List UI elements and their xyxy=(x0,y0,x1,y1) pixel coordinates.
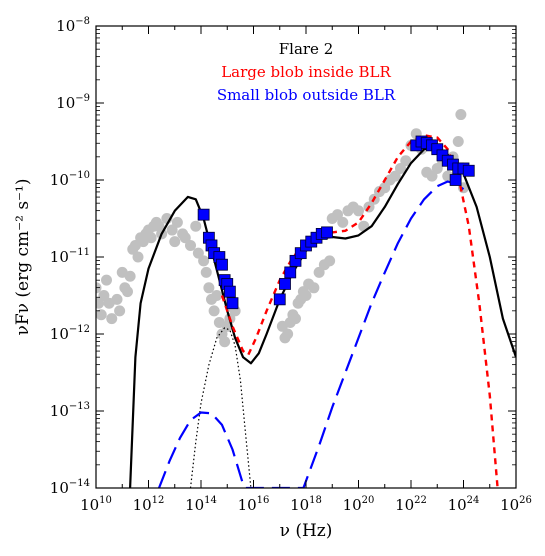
flare-data-point xyxy=(462,164,475,177)
archival-data-point xyxy=(300,290,312,301)
flare-data-point xyxy=(279,278,291,290)
legend: Flare 2 Large blob inside BLR Small blob o… xyxy=(217,40,396,104)
archival-data-point xyxy=(282,328,294,340)
archival-data-point xyxy=(324,255,336,267)
archival-data-point xyxy=(192,247,204,259)
archival-data-point xyxy=(308,282,320,294)
large-blob-curve xyxy=(220,134,499,488)
archival-data-point xyxy=(166,224,178,236)
x-axis-label: ν (Hz) xyxy=(280,521,333,541)
legend-entry: Large blob inside BLR xyxy=(221,63,391,81)
archival-data-point xyxy=(185,239,196,251)
archival-data-point xyxy=(395,162,406,174)
archival-data-point xyxy=(313,266,325,278)
series-layer xyxy=(96,109,516,488)
flare-data-point xyxy=(226,297,239,310)
x-tick-label: 1012 xyxy=(133,495,165,514)
archival-data-point xyxy=(431,162,443,174)
archival-data-point xyxy=(400,155,412,167)
y-tick-label: 10−10 xyxy=(50,170,90,189)
archival-data-point xyxy=(219,336,231,348)
y-tick-label: 10−12 xyxy=(50,324,90,343)
archival-data-point xyxy=(203,282,215,294)
flare-data-point xyxy=(273,293,286,306)
y-tick-label: 10−9 xyxy=(56,93,90,112)
archival-data-point xyxy=(111,293,123,305)
archival-data-point xyxy=(171,216,183,228)
archival-data-point xyxy=(145,232,157,244)
archival-data-point xyxy=(106,313,118,325)
flare-data-point xyxy=(223,285,236,298)
archival-data-point xyxy=(132,251,144,263)
archival-data-point xyxy=(190,220,202,232)
small-blob-curve xyxy=(157,180,465,488)
archival-data-point xyxy=(379,182,391,194)
x-tick-label: 1024 xyxy=(448,495,480,514)
archival-data-point xyxy=(426,170,438,182)
y-axis-label: νFν (erg cm⁻² s⁻¹) xyxy=(13,179,33,336)
y-tick-label: 10−14 xyxy=(50,478,90,497)
archival-data-point xyxy=(122,286,133,298)
archival-data-point xyxy=(290,313,301,325)
x-tick-label: 1010 xyxy=(80,495,112,514)
x-tick-label: 1016 xyxy=(238,495,270,514)
archival-data-point xyxy=(389,170,401,182)
x-tick-label: 1026 xyxy=(500,495,532,514)
flare-data-point xyxy=(197,208,210,221)
legend-entry: Small blob outside BLR xyxy=(217,86,396,104)
disk-curve xyxy=(189,327,252,488)
archival-data-point xyxy=(198,255,210,267)
archival-data-point xyxy=(96,309,107,321)
archival-data-point xyxy=(114,305,126,317)
archival-data-point xyxy=(211,290,223,301)
flare-data-point xyxy=(284,266,297,279)
x-tick-label: 1018 xyxy=(290,495,322,514)
archival-data-point xyxy=(208,305,220,317)
y-tick-label: 10−13 xyxy=(50,401,90,420)
legend-entry: Flare 2 xyxy=(279,40,334,58)
archival-data-point xyxy=(455,109,467,121)
archival-data-point xyxy=(332,209,343,221)
x-tick-label: 1022 xyxy=(395,495,427,514)
ticks-layer: 1010 1012 1014 1016 1018 1020 1022 1024 1026 10−1… xyxy=(50,16,532,514)
archival-data-point xyxy=(98,290,110,301)
archival-data-point xyxy=(124,270,136,282)
archival-data-point xyxy=(169,236,181,248)
x-tick-label: 1020 xyxy=(343,495,375,514)
archival-data-point xyxy=(101,274,112,286)
archival-data-point xyxy=(337,216,349,228)
archival-data-point xyxy=(353,205,364,217)
flare-data-point xyxy=(321,226,333,239)
archival-data-point xyxy=(452,136,464,147)
x-tick-label: 1014 xyxy=(185,495,217,514)
y-tick-label: 10−8 xyxy=(56,16,90,35)
archival-data-point xyxy=(200,266,212,278)
flare-data-point xyxy=(449,174,462,186)
flare-data-point xyxy=(216,258,228,271)
y-tick-label: 10−11 xyxy=(50,247,90,266)
archival-data-point xyxy=(179,232,191,244)
